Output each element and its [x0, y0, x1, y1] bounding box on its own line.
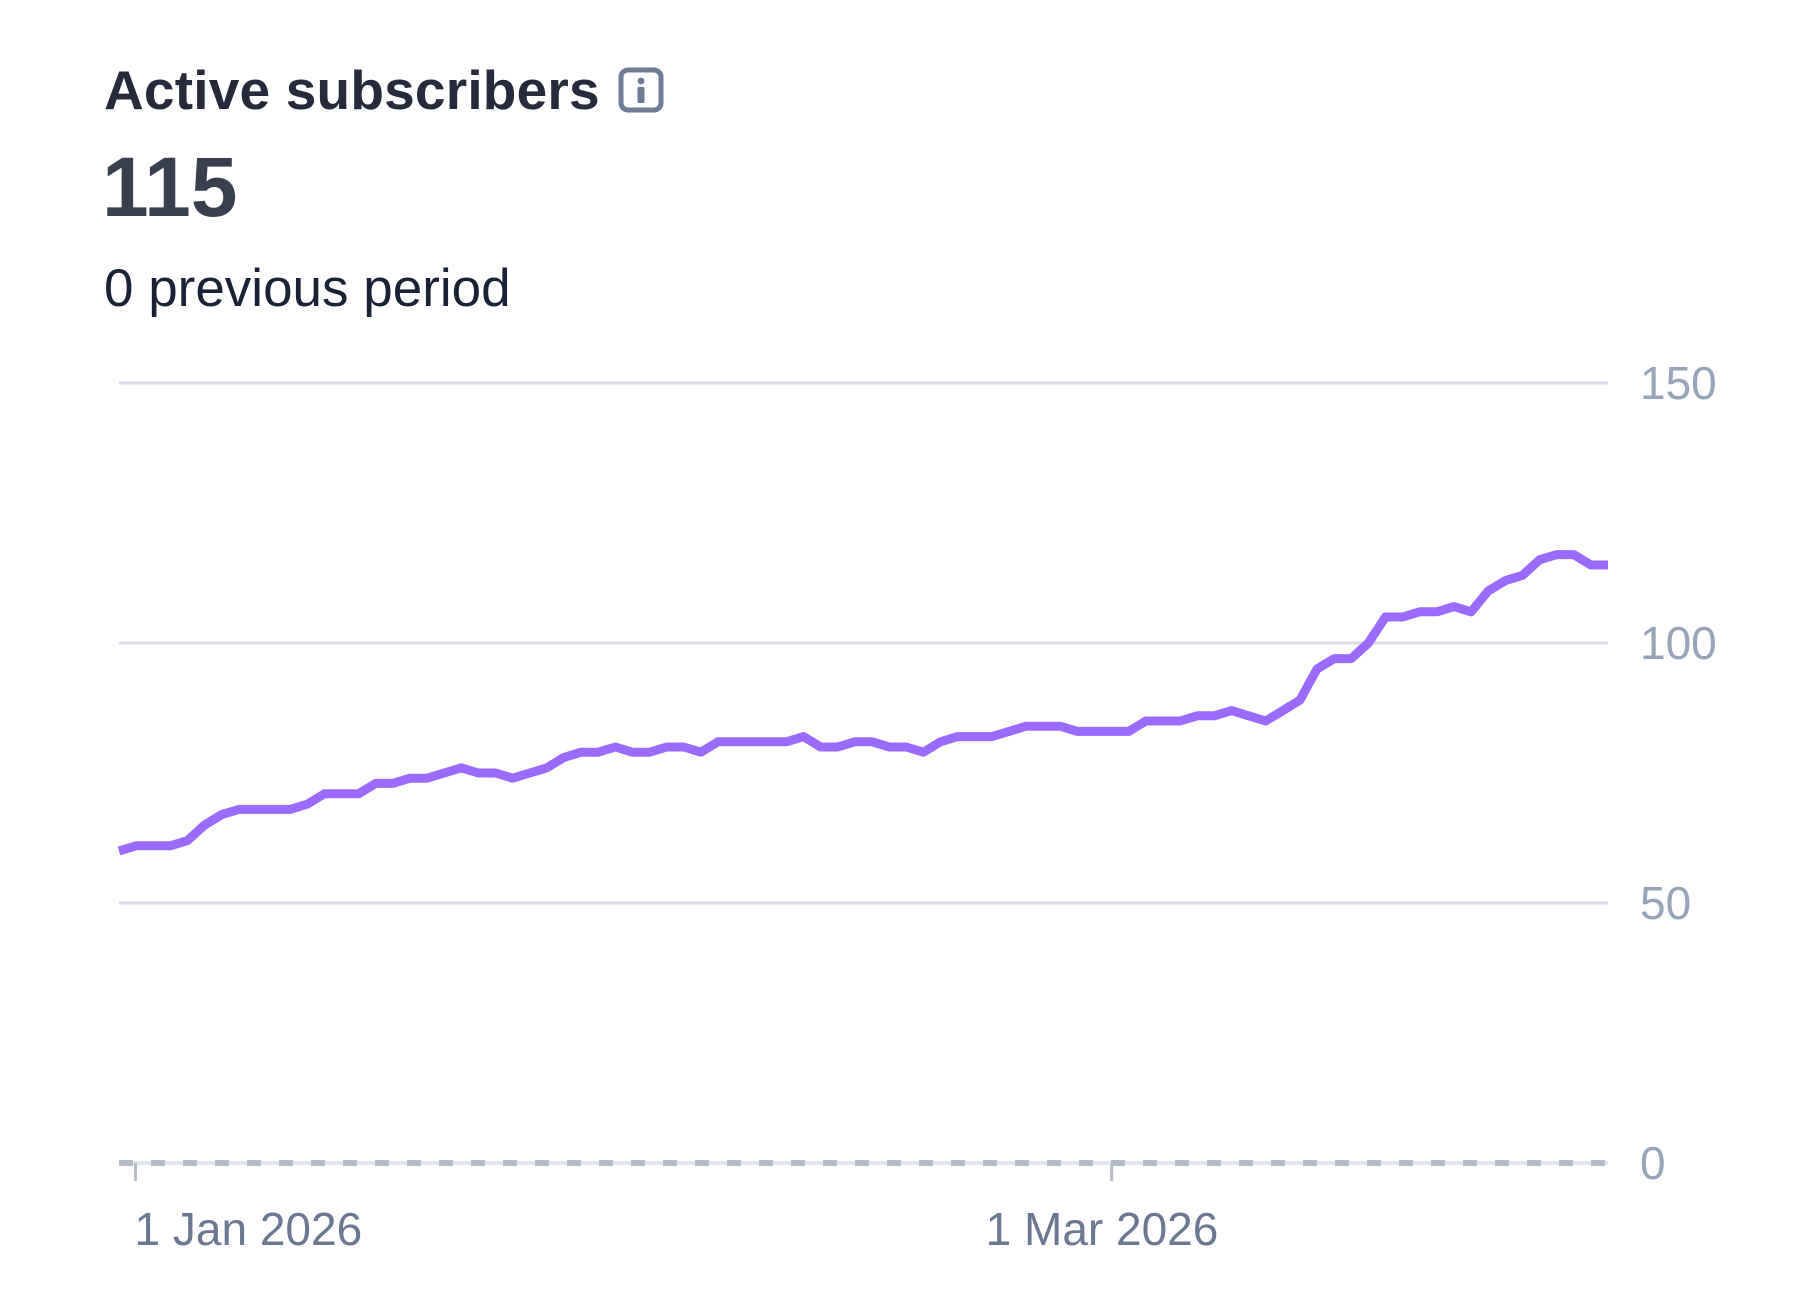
series-line-0 — [117, 550, 1608, 856]
y-tick-label-50: 50 — [1640, 877, 1691, 929]
comparison-text: 0 previous period — [104, 259, 511, 318]
info-icon[interactable] — [618, 67, 664, 113]
card-title: Active subscribers — [104, 59, 600, 121]
y-tick-label-100: 100 — [1640, 617, 1717, 669]
x-tick-label-1: 1 Mar 2026 — [986, 1203, 1219, 1255]
y-tick-label-150: 150 — [1640, 357, 1717, 409]
y-tick-label-0: 0 — [1640, 1137, 1666, 1189]
card-header: Active subscribers — [104, 58, 664, 122]
metric-value: 115 — [102, 140, 238, 234]
x-tick-label-0: 1 Jan 2026 — [135, 1203, 363, 1255]
